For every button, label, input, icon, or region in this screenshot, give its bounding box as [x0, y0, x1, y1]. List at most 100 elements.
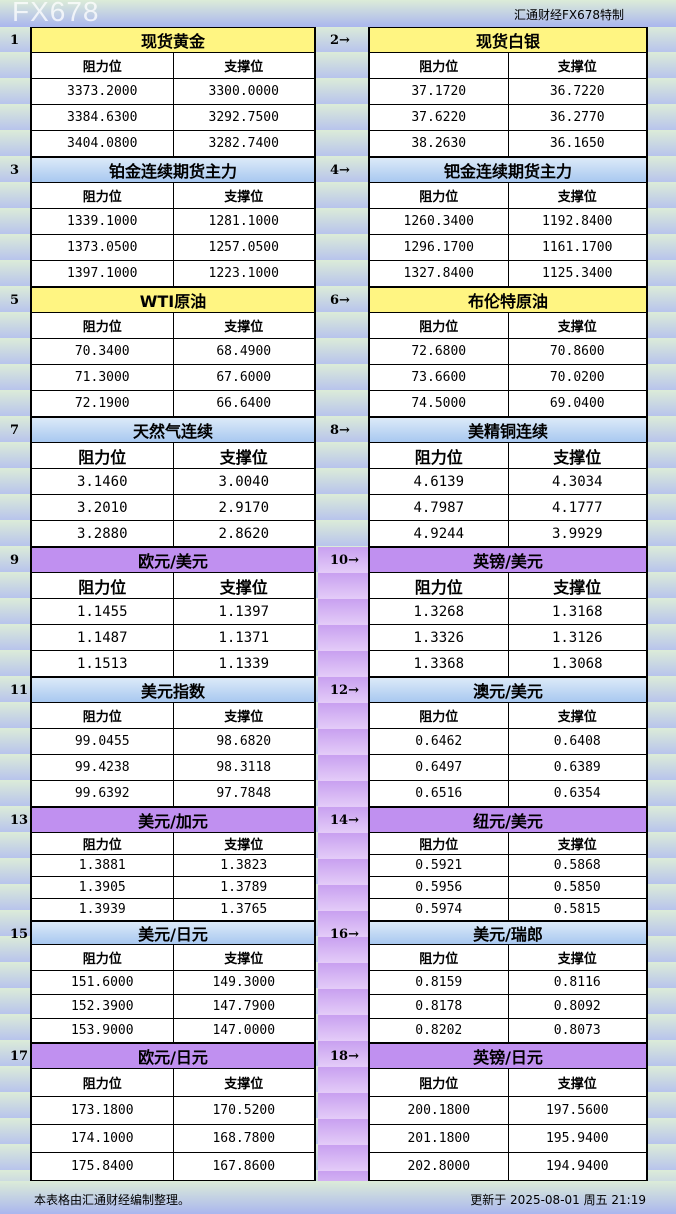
- table-row: 72.6800 70.8600: [370, 339, 646, 365]
- column-header-row: 阻力位 支撑位: [32, 443, 314, 469]
- section-number: 3: [10, 163, 20, 178]
- quote-table: 布伦特原油 阻力位 支撑位 72.6800 70.8600 73.6600 70.0200 7…: [368, 287, 648, 417]
- support-value: 2.9170: [218, 499, 270, 516]
- instrument-title: 英镑/美元: [370, 547, 646, 573]
- resistance-value: 73.6600: [370, 365, 509, 390]
- resistance-value: 1.3881: [32, 855, 174, 876]
- quote-table: 现货白银 阻力位 支撑位 37.1720 36.7220 37.6220 36.2770 38…: [368, 27, 648, 157]
- resistance-header: 阻力位: [32, 945, 174, 970]
- resistance-header: 阻力位: [370, 945, 509, 970]
- column-header-row: 阻力位 支撑位: [370, 703, 646, 729]
- support-value: 1161.1700: [542, 240, 613, 255]
- quote-table: WTI原油 阻力位 支撑位 70.3400 68.4900 71.3000 67.6000 7…: [30, 287, 316, 417]
- quote-table: 欧元/日元 阻力位 支撑位 173.1800 170.5200 174.1000 168.7…: [30, 1043, 316, 1181]
- support-header: 支撑位: [557, 1077, 597, 1092]
- instrument-title: 英镑/日元: [370, 1043, 646, 1069]
- support-value: 170.5200: [212, 1103, 276, 1118]
- resistance-value: 99.6392: [32, 781, 174, 806]
- instrument-title: 美元/加元: [32, 807, 314, 833]
- support-value: 1125.3400: [542, 266, 613, 281]
- resistance-value: 1397.1000: [32, 261, 174, 286]
- support-value: 0.6389: [553, 760, 601, 775]
- support-value: 1.3126: [551, 629, 603, 646]
- support-header: 支撑位: [224, 190, 264, 205]
- resistance-header: 阻力位: [32, 313, 174, 338]
- table-row: 1.3268 1.3168: [370, 599, 646, 625]
- support-header: 支撑位: [553, 447, 602, 467]
- resistance-value: 37.6220: [370, 105, 509, 130]
- section-number: 13: [10, 813, 29, 828]
- column-header-row: 阻力位 支撑位: [32, 1069, 314, 1097]
- resistance-value: 151.6000: [32, 971, 174, 994]
- column-header-row: 阻力位 支撑位: [32, 53, 314, 79]
- table-row: 4.7987 4.1777: [370, 495, 646, 521]
- quote-table: 钯金连续期货主力 阻力位 支撑位 1260.3400 1192.8400 1296.170…: [368, 157, 648, 287]
- middle-strip: [318, 547, 368, 1181]
- support-value: 36.1650: [549, 136, 605, 151]
- update-time: 更新于 2025-08-01 周五 21:19: [470, 1193, 646, 1207]
- support-value: 1.1397: [218, 603, 270, 620]
- section-number: 5: [10, 293, 20, 308]
- watermark-logo: FX678: [12, 0, 100, 27]
- table-row: 202.8000 194.9400: [370, 1153, 646, 1181]
- resistance-value: 202.8000: [370, 1153, 509, 1180]
- support-value: 1.1339: [218, 655, 270, 672]
- resistance-header: 阻力位: [370, 313, 509, 338]
- table-row: 3.2880 2.8620: [32, 521, 314, 547]
- resistance-value: 3.2880: [32, 521, 174, 546]
- quote-table: 澳元/美元 阻力位 支撑位 0.6462 0.6408 0.6497 0.6389 0.651…: [368, 677, 648, 807]
- column-header-row: 阻力位 支撑位: [370, 945, 646, 971]
- support-value: 3.0040: [218, 473, 270, 490]
- instrument-title: 美元/瑞郎: [370, 921, 646, 945]
- table-row: 4.6139 4.3034: [370, 469, 646, 495]
- table-row: 174.1000 168.7800: [32, 1125, 314, 1153]
- table-row: 99.0455 98.6820: [32, 729, 314, 755]
- resistance-value: 37.1720: [370, 79, 509, 104]
- resistance-value: 152.3900: [32, 995, 174, 1018]
- section-number: 10→: [330, 553, 359, 568]
- support-value: 66.6400: [216, 396, 272, 411]
- support-value: 1281.1000: [208, 214, 279, 229]
- support-value: 2.8620: [218, 525, 270, 542]
- resistance-value: 0.8202: [370, 1019, 509, 1042]
- resistance-value: 1327.8400: [370, 261, 509, 286]
- brand-label: 汇通财经FX678特制: [513, 8, 624, 22]
- table-row: 0.5956 0.5850: [370, 877, 646, 899]
- section-number: 11: [10, 683, 29, 698]
- column-header-row: 阻力位 支撑位: [32, 833, 314, 855]
- instrument-title: 欧元/美元: [32, 547, 314, 573]
- resistance-value: 4.6139: [370, 469, 509, 494]
- support-value: 0.8116: [553, 975, 601, 990]
- table-row: 152.3900 147.7900: [32, 995, 314, 1019]
- support-value: 3.9929: [551, 525, 603, 542]
- table-row: 151.6000 149.3000: [32, 971, 314, 995]
- resistance-value: 201.1800: [370, 1125, 509, 1152]
- quote-table: 铂金连续期货主力 阻力位 支撑位 1339.1000 1281.1000 1373.050…: [30, 157, 316, 287]
- support-value: 1.3823: [220, 858, 268, 873]
- support-value: 167.8600: [212, 1159, 276, 1174]
- support-value: 0.5868: [553, 858, 601, 873]
- support-value: 1.3765: [220, 902, 268, 917]
- table-row: 38.2630 36.1650: [370, 131, 646, 157]
- table-row: 37.1720 36.7220: [370, 79, 646, 105]
- quote-table: 美元/加元 阻力位 支撑位 1.3881 1.3823 1.3905 1.3789 1.393…: [30, 807, 316, 921]
- support-value: 3292.7500: [208, 110, 279, 125]
- resistance-value: 99.0455: [32, 729, 174, 754]
- instrument-title: 纽元/美元: [370, 807, 646, 833]
- quote-table: 纽元/美元 阻力位 支撑位 0.5921 0.5868 0.5956 0.5850 0.597…: [368, 807, 648, 921]
- support-value: 70.0200: [549, 370, 605, 385]
- resistance-value: 1.1487: [32, 625, 174, 650]
- support-header: 支撑位: [224, 710, 264, 725]
- resistance-value: 173.1800: [32, 1097, 174, 1124]
- instrument-title: WTI原油: [32, 287, 314, 313]
- resistance-value: 72.6800: [370, 339, 509, 364]
- column-header-row: 阻力位 支撑位: [32, 573, 314, 599]
- resistance-value: 4.9244: [370, 521, 509, 546]
- support-value: 67.6000: [216, 370, 272, 385]
- support-value: 0.8073: [553, 1023, 601, 1038]
- support-header: 支撑位: [224, 952, 264, 967]
- column-header-row: 阻力位 支撑位: [370, 53, 646, 79]
- section-number: 15: [10, 927, 29, 942]
- support-header: 支撑位: [224, 320, 264, 335]
- support-value: 1.3789: [220, 880, 268, 895]
